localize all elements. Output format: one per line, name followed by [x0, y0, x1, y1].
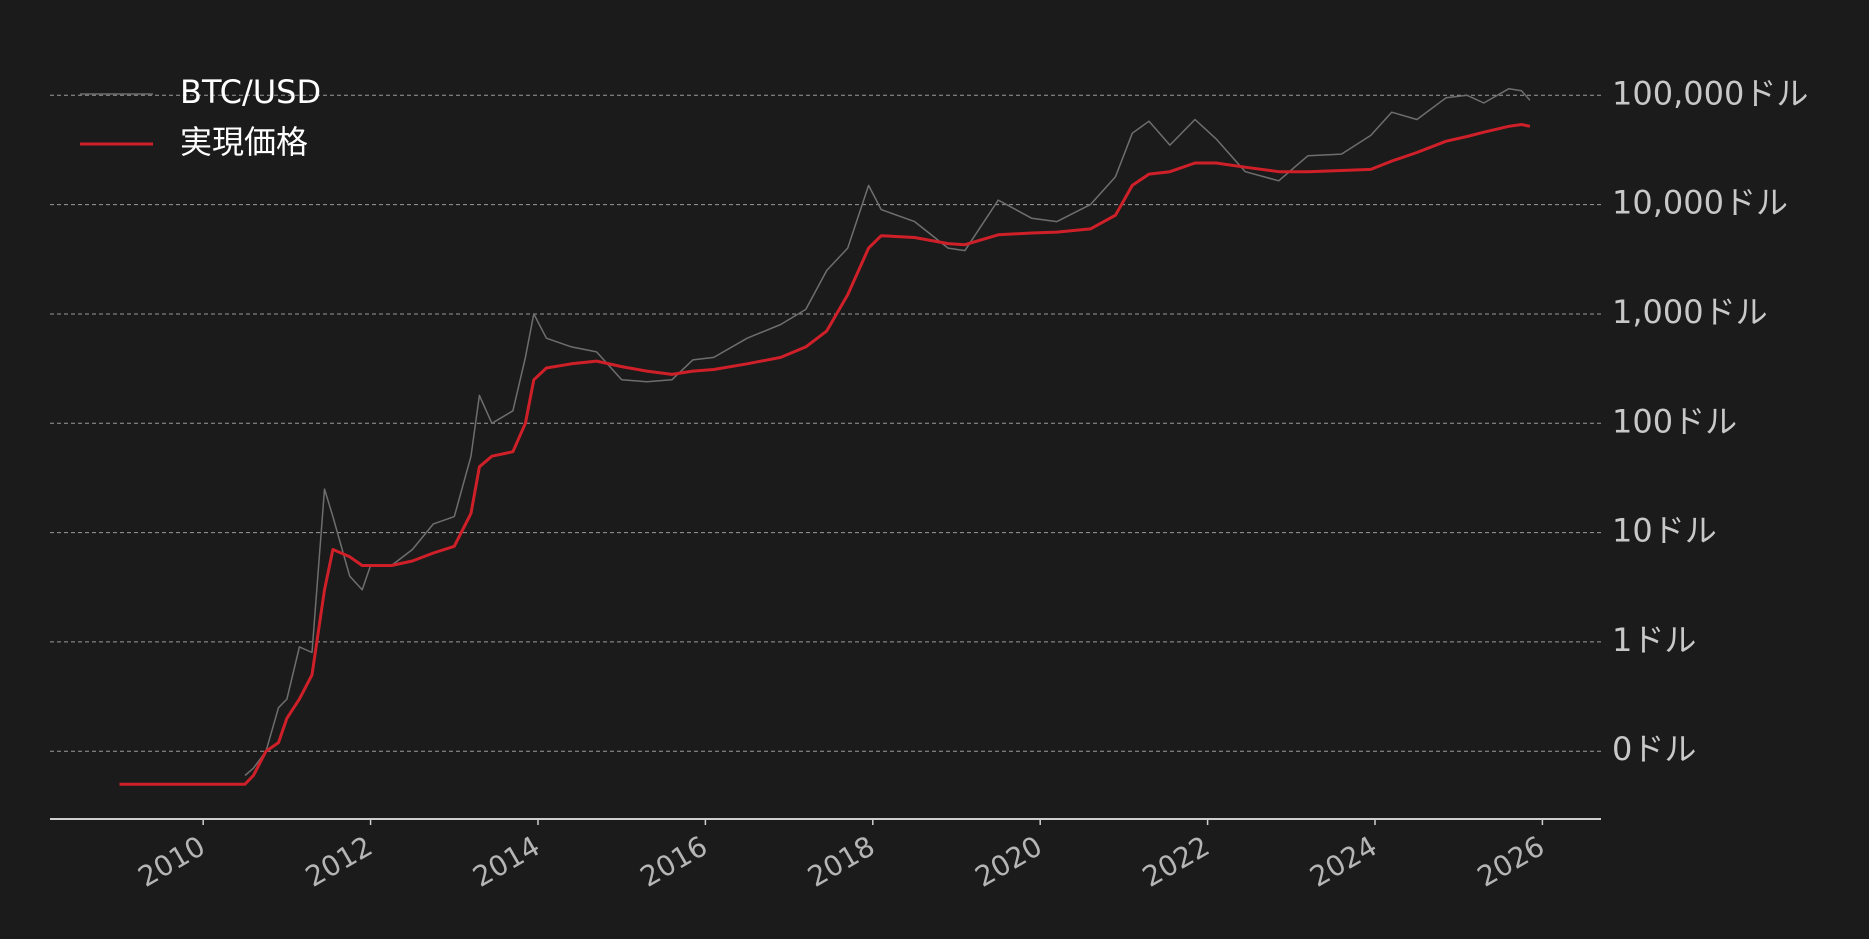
- y-tick-label: 100ドル: [1612, 402, 1737, 440]
- y-tick-label: 1ドル: [1612, 621, 1696, 659]
- x-tick-label: 2026: [1472, 829, 1550, 893]
- legend-label: BTC/USD: [180, 73, 321, 111]
- series-line: [244, 87, 1531, 777]
- y-tick-label: 100,000ドル: [1612, 74, 1808, 112]
- x-tick-label: 2022: [1137, 829, 1215, 893]
- y-tick-label: 0ドル: [1612, 730, 1696, 768]
- x-tick-label: 2024: [1304, 829, 1382, 893]
- x-tick-label: 2016: [635, 829, 713, 893]
- x-tick-label: 2010: [132, 829, 210, 893]
- series-line: [119, 123, 1531, 786]
- legend-label: 実現価格: [180, 123, 308, 161]
- y-tick-label: 10,000ドル: [1612, 184, 1788, 222]
- x-tick-label: 2014: [467, 829, 545, 893]
- x-tick-label: 2020: [969, 829, 1047, 893]
- y-tick-label: 10ドル: [1612, 512, 1717, 550]
- y-tick-label: 1,000ドル: [1612, 293, 1768, 331]
- x-tick-label: 2012: [300, 829, 378, 893]
- x-tick-label: 2018: [802, 829, 880, 893]
